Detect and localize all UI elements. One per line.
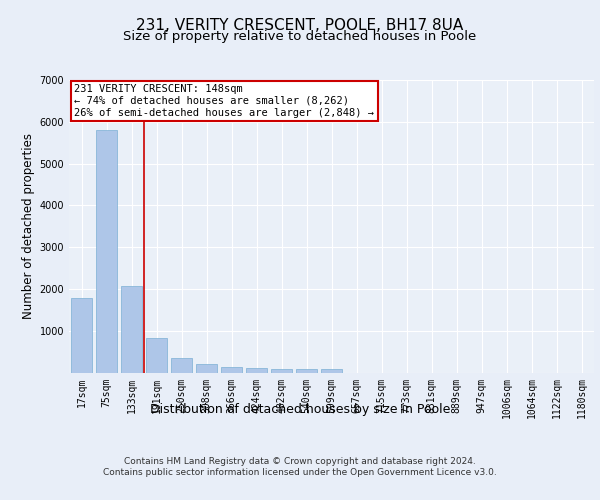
Text: Distribution of detached houses by size in Poole: Distribution of detached houses by size …	[150, 402, 450, 415]
Bar	[296, 369, 317, 372]
Bar	[171, 358, 192, 372]
Bar	[196, 364, 217, 372]
Y-axis label: Number of detached properties: Number of detached properties	[22, 133, 35, 320]
Bar	[121, 286, 142, 372]
Bar	[246, 368, 267, 372]
Text: 231 VERITY CRESCENT: 148sqm
← 74% of detached houses are smaller (8,262)
26% of : 231 VERITY CRESCENT: 148sqm ← 74% of det…	[74, 84, 374, 117]
Text: 231, VERITY CRESCENT, POOLE, BH17 8UA: 231, VERITY CRESCENT, POOLE, BH17 8UA	[136, 18, 464, 32]
Bar	[271, 368, 292, 372]
Text: Contains HM Land Registry data © Crown copyright and database right 2024.
Contai: Contains HM Land Registry data © Crown c…	[103, 458, 497, 477]
Bar	[96, 130, 117, 372]
Bar	[71, 298, 92, 372]
Bar	[321, 369, 342, 372]
Text: Size of property relative to detached houses in Poole: Size of property relative to detached ho…	[124, 30, 476, 43]
Bar	[146, 338, 167, 372]
Bar	[221, 368, 242, 372]
